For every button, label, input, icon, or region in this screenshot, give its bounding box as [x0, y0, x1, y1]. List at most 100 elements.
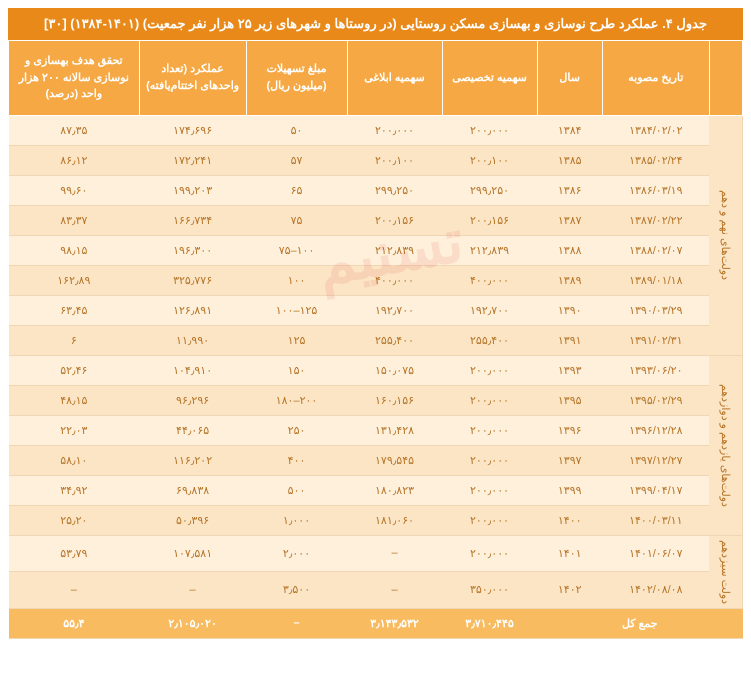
cell-units: ۱۰۷٫۵۸۱: [139, 535, 246, 572]
cell-target: ۵۳٫۷۹: [9, 535, 140, 572]
cell-target: ۸۳٫۳۷: [9, 205, 140, 235]
cell-notified: ۱۳۱٫۴۲۸: [347, 415, 442, 445]
cell-quota: ۲۰۰٫۰۰۰: [442, 445, 537, 475]
cell-facility: ۵۰۰: [246, 475, 347, 505]
cell-date: ۱۳۹۹/۰۴/۱۷: [602, 475, 709, 505]
cell-target: ۹۸٫۱۵: [9, 235, 140, 265]
group-label: دولت سیزدهم: [709, 535, 742, 608]
table-row: ۱۴۰۲/۰۸/۰۸۱۴۰۲۳۵۰٫۰۰۰–۳٫۵۰۰––: [9, 572, 743, 609]
cell-quota: ۲۰۰٫۰۰۰: [442, 355, 537, 385]
cell-notified: ۱۸۱٫۰۶۰: [347, 505, 442, 535]
cell-facility: ۱۲۵–۱۰۰: [246, 295, 347, 325]
cell-target: ۸۶٫۱۲: [9, 145, 140, 175]
cell-target: ۸۷٫۳۵: [9, 115, 140, 145]
header-target: تحقق هدف بهسازی و نوسازی سالانه ۲۰۰ هزار…: [9, 41, 140, 116]
cell-quota: ۲۰۰٫۰۰۰: [442, 385, 537, 415]
cell-date: ۱۳۸۴/۰۲/۰۲: [602, 115, 709, 145]
cell-units: ۱۷۲٫۲۴۱: [139, 145, 246, 175]
cell-year: ۱۳۸۹: [537, 265, 602, 295]
cell-quota: ۱۹۲٫۷۰۰: [442, 295, 537, 325]
cell-year: ۱۳۹۷: [537, 445, 602, 475]
total-facility: –: [246, 608, 347, 638]
header-units: عملکرد (تعداد واحدهای اختتام‌یافته): [139, 41, 246, 116]
cell-target: –: [9, 572, 140, 609]
cell-date: ۱۳۹۱/۰۲/۳۱: [602, 325, 709, 355]
cell-date: ۱۴۰۱/۰۶/۰۷: [602, 535, 709, 572]
header-notified: سهمیه ابلاغی: [347, 41, 442, 116]
cell-date: ۱۴۰۰/۰۳/۱۱: [602, 505, 709, 535]
cell-notified: ۲۵۵٫۴۰۰: [347, 325, 442, 355]
cell-quota: ۲۰۰٫۰۰۰: [442, 475, 537, 505]
total-target: ۵۵٫۴: [9, 608, 140, 638]
cell-year: ۱۳۹۶: [537, 415, 602, 445]
cell-notified: ۱۷۹٫۵۴۵: [347, 445, 442, 475]
table-row: ۱۳۹۱/۰۲/۳۱۱۳۹۱۲۵۵٫۴۰۰۲۵۵٫۴۰۰۱۲۵۱۱٫۹۹۰۶: [9, 325, 743, 355]
cell-notified: ۱۶۰٫۱۵۶: [347, 385, 442, 415]
cell-target: ۹۹٫۶۰: [9, 175, 140, 205]
cell-quota: ۲۱۲٫۸۳۹: [442, 235, 537, 265]
cell-facility: ۱۰۰–۷۵: [246, 235, 347, 265]
cell-target: ۶: [9, 325, 140, 355]
cell-quota: ۲۹۹٫۲۵۰: [442, 175, 537, 205]
cell-notified: ۱۸۰٫۸۲۳: [347, 475, 442, 505]
cell-notified: ۲۰۰٫۰۰۰: [347, 115, 442, 145]
cell-date: ۱۳۸۷/۰۲/۲۲: [602, 205, 709, 235]
total-row: جمع کل۳٫۷۱۰٫۴۴۵۳٫۱۴۳٫۵۳۲–۲٫۱۰۵٫۰۲۰۵۵٫۴: [9, 608, 743, 638]
table-row: ۱۳۹۰/۰۳/۲۹۱۳۹۰۱۹۲٫۷۰۰۱۹۲٫۷۰۰۱۲۵–۱۰۰۱۲۶٫۸…: [9, 295, 743, 325]
cell-date: ۱۳۸۹/۰۱/۱۸: [602, 265, 709, 295]
cell-units: ۵۰٫۳۹۶: [139, 505, 246, 535]
cell-units: ۳۲۵٫۷۷۶: [139, 265, 246, 295]
cell-facility: ۵۰: [246, 115, 347, 145]
cell-target: ۲۵٫۲۰: [9, 505, 140, 535]
cell-facility: ۶۵: [246, 175, 347, 205]
header-quota: سهمیه تخصیصی: [442, 41, 537, 116]
table-row: ۱۳۸۷/۰۲/۲۲۱۳۸۷۲۰۰٫۱۵۶۲۰۰٫۱۵۶۷۵۱۶۶٫۷۳۴۸۳٫…: [9, 205, 743, 235]
cell-year: ۱۴۰۲: [537, 572, 602, 609]
cell-target: ۵۲٫۴۶: [9, 355, 140, 385]
cell-facility: ۱۲۵: [246, 325, 347, 355]
table-row: دولت‌های نهم و دهم۱۳۸۴/۰۲/۰۲۱۳۸۴۲۰۰٫۰۰۰۲…: [9, 115, 743, 145]
table-row: ۱۳۹۹/۰۴/۱۷۱۳۹۹۲۰۰٫۰۰۰۱۸۰٫۸۲۳۵۰۰۶۹٫۸۳۸۳۴٫…: [9, 475, 743, 505]
cell-notified: ۱۹۲٫۷۰۰: [347, 295, 442, 325]
header-row: تاریخ مصوبه سال سهمیه تخصیصی سهمیه ابلاغ…: [9, 41, 743, 116]
cell-quota: ۴۰۰٫۰۰۰: [442, 265, 537, 295]
cell-year: ۱۳۸۴: [537, 115, 602, 145]
total-quota: ۳٫۷۱۰٫۴۴۵: [442, 608, 537, 638]
cell-year: ۱۳۹۰: [537, 295, 602, 325]
table-row: ۱۳۸۹/۰۱/۱۸۱۳۸۹۴۰۰٫۰۰۰۴۰۰٫۰۰۰۱۰۰۳۲۵٫۷۷۶۱۶…: [9, 265, 743, 295]
cell-year: ۱۳۹۳: [537, 355, 602, 385]
data-table: تاریخ مصوبه سال سهمیه تخصیصی سهمیه ابلاغ…: [8, 40, 743, 639]
cell-notified: –: [347, 572, 442, 609]
table-row: دولت سیزدهم۱۴۰۱/۰۶/۰۷۱۴۰۱۲۰۰٫۰۰۰–۲٫۰۰۰۱۰…: [9, 535, 743, 572]
header-date: تاریخ مصوبه: [602, 41, 709, 116]
cell-quota: ۳۵۰٫۰۰۰: [442, 572, 537, 609]
cell-date: ۱۳۹۰/۰۳/۲۹: [602, 295, 709, 325]
cell-notified: ۱۵۰٫۰۷۵: [347, 355, 442, 385]
cell-notified: ۲۹۹٫۲۵۰: [347, 175, 442, 205]
cell-quota: ۲۰۰٫۰۰۰: [442, 415, 537, 445]
total-notified: ۳٫۱۴۳٫۵۳۲: [347, 608, 442, 638]
cell-target: ۱۶۲٫۸۹: [9, 265, 140, 295]
cell-year: ۱۳۹۹: [537, 475, 602, 505]
header-facility: مبلغ تسهیلات (میلیون ریال): [246, 41, 347, 116]
cell-year: ۱۳۸۷: [537, 205, 602, 235]
total-label: جمع کل: [537, 608, 742, 638]
cell-facility: ۲۰۰–۱۸۰: [246, 385, 347, 415]
cell-notified: ۲۰۰٫۱۵۶: [347, 205, 442, 235]
cell-units: ۱۹۶٫۳۰۰: [139, 235, 246, 265]
cell-year: ۱۴۰۰: [537, 505, 602, 535]
cell-facility: ۲۵۰: [246, 415, 347, 445]
cell-year: ۱۳۹۱: [537, 325, 602, 355]
header-group: [709, 41, 742, 116]
table-row: ۱۳۹۶/۱۲/۲۸۱۳۹۶۲۰۰٫۰۰۰۱۳۱٫۴۲۸۲۵۰۴۴٫۰۶۵۲۲٫…: [9, 415, 743, 445]
cell-facility: ۷۵: [246, 205, 347, 235]
group-label: دولت‌های یازدهم و دوازدهم: [709, 355, 742, 535]
cell-facility: ۱۵۰: [246, 355, 347, 385]
cell-year: ۱۳۸۸: [537, 235, 602, 265]
cell-units: ۱۷۴٫۶۹۶: [139, 115, 246, 145]
cell-date: ۱۳۸۶/۰۳/۱۹: [602, 175, 709, 205]
total-units: ۲٫۱۰۵٫۰۲۰: [139, 608, 246, 638]
cell-quota: ۲۰۰٫۰۰۰: [442, 115, 537, 145]
cell-year: ۱۴۰۱: [537, 535, 602, 572]
cell-units: ۶۹٫۸۳۸: [139, 475, 246, 505]
